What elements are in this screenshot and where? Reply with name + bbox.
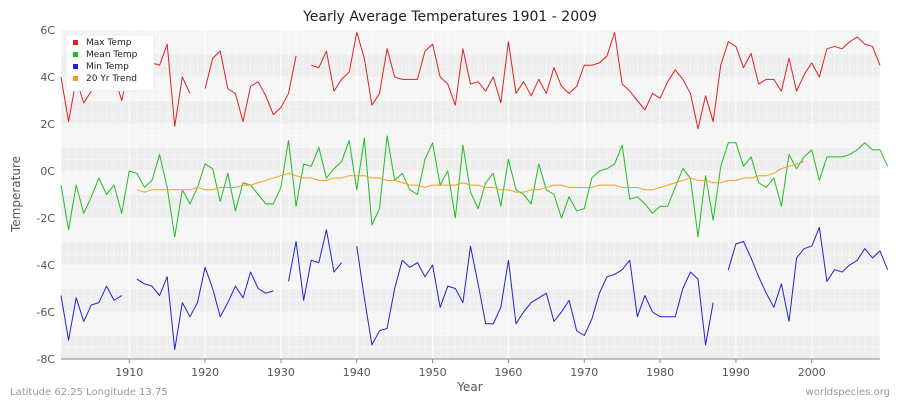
footer-location: Latitude 62.25 Longitude 13.75: [10, 387, 168, 398]
grid: [60, 29, 881, 360]
x-tick-label: 1990: [722, 366, 750, 379]
legend-swatch-min-temp: [73, 64, 78, 69]
series-line-max-temp: [311, 31, 881, 130]
x-tick-label: 1950: [419, 366, 447, 379]
legend-label-min-temp: Min Temp: [86, 62, 129, 72]
legend: Max Temp Mean Temp Min Temp 20 Yr Trend: [65, 34, 155, 92]
y-tick-label: -2C: [36, 212, 55, 225]
y-ticks: -8C -6C -4C -2C 0C 2C 4C 6C: [36, 24, 55, 366]
x-tick-label: 1920: [191, 366, 219, 379]
x-ticks: 1910 1920 1930 1940 1950 1960 1970 1980 1990 2000: [115, 359, 826, 379]
legend-swatch-20-yr-trend: [73, 76, 78, 81]
series-line-min-temp: [356, 245, 714, 346]
x-tick-label: 2000: [798, 366, 826, 379]
series-line-min-temp: [60, 285, 122, 341]
x-tick-label: 1980: [646, 366, 674, 379]
legend-box: [65, 34, 155, 92]
legend-swatch-max-temp: [73, 40, 78, 45]
y-tick-label: 2C: [40, 118, 55, 131]
series-line-min-temp: [136, 266, 274, 351]
series-line-mean-temp: [60, 135, 889, 238]
y-tick-label: -4C: [36, 259, 55, 272]
series-line-20-yr-trend: [136, 161, 805, 193]
series-line-max-temp: [204, 50, 297, 123]
legend-label-max-temp: Max Temp: [86, 38, 132, 48]
x-tick-label: 1960: [494, 366, 522, 379]
y-tick-label: -8C: [36, 353, 55, 366]
series-line-min-temp: [727, 226, 889, 322]
x-axis-label: Year: [456, 380, 482, 394]
x-tick-label: 1970: [570, 366, 598, 379]
y-tick-label: 0C: [40, 165, 55, 178]
x-tick-label: 1940: [343, 366, 371, 379]
series-group: [60, 31, 889, 351]
y-tick-label: 6C: [40, 24, 55, 37]
y-tick-label: -6C: [36, 306, 55, 319]
legend-label-mean-temp: Mean Temp: [86, 50, 138, 60]
legend-swatch-mean-temp: [73, 52, 78, 57]
footer-credit: worldspecies.org: [806, 387, 890, 398]
legend-label-20-yr-trend: 20 Yr Trend: [86, 74, 137, 84]
series-line-min-temp: [288, 229, 342, 301]
x-tick-label: 1930: [267, 366, 295, 379]
y-axis-label: Temperature: [9, 156, 23, 233]
x-tick-label: 1910: [115, 366, 143, 379]
y-tick-label: 4C: [40, 71, 55, 84]
chart-title: Yearly Average Temperatures 1901 - 2009: [302, 9, 597, 25]
